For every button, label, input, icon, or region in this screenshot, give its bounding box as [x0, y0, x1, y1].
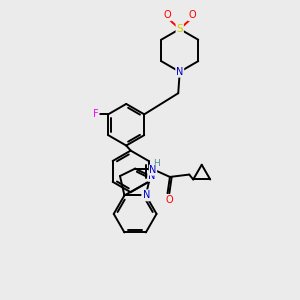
Text: O: O [164, 11, 171, 20]
Text: N: N [176, 67, 183, 77]
Text: H: H [154, 159, 160, 168]
Text: N: N [149, 165, 157, 175]
Text: O: O [165, 195, 173, 205]
Text: N: N [142, 190, 149, 200]
Text: N: N [143, 190, 150, 200]
Text: S: S [176, 24, 183, 34]
Text: O: O [188, 11, 196, 20]
Text: F: F [93, 109, 98, 119]
Text: N: N [148, 171, 155, 181]
